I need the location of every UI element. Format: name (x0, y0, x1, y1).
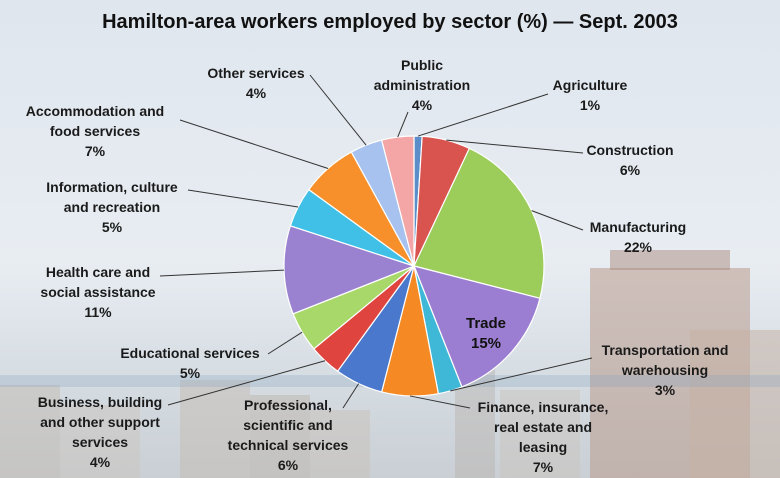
leader-line (159, 269, 285, 277)
slice-name-label: Information, culture (46, 179, 178, 195)
slice-value-label: 5% (180, 365, 201, 381)
slice-value-label: 6% (278, 457, 299, 473)
slice-name-label: Agriculture (553, 77, 628, 93)
slice-name-label: food services (50, 123, 140, 139)
slice-label: Transportation and warehousing 3% (602, 342, 729, 398)
slice-value-label: 7% (533, 459, 554, 475)
slice-name-label: Accommodation and (26, 103, 164, 119)
leader-line (450, 357, 593, 392)
slice-label: Educational services 5% (120, 345, 260, 381)
leader-line (309, 74, 367, 146)
slice-value-label: 1% (580, 97, 601, 113)
leader-line (397, 111, 409, 138)
slice-value-label: 4% (412, 97, 433, 113)
slice-name-label: Professional, (244, 397, 332, 413)
slice-label: Construction 6% (586, 142, 673, 178)
slice-name-label: services (72, 434, 128, 450)
leader-line (167, 360, 326, 406)
pie-slice (413, 265, 541, 388)
slice-label: Accommodation and food services 7% (26, 103, 164, 159)
slice-name-label: real estate and (494, 419, 592, 435)
slice-label: Trade 15% (466, 315, 506, 352)
leader-line (446, 139, 584, 154)
slice-label: Agriculture 1% (553, 77, 628, 113)
leader-line (179, 119, 329, 169)
slice-name-label: Transportation and (602, 342, 729, 358)
slice-labels: Agriculture 1% Construction 6% Manufacturing… (26, 57, 729, 475)
slice-name-label: and other support (40, 414, 160, 430)
pie-slice (413, 147, 545, 300)
slice-name-label: Trade (466, 315, 506, 332)
leader-line (342, 383, 360, 409)
slice-name-label: Educational services (120, 345, 260, 361)
leader-lines (159, 74, 593, 409)
slice-value-label: 3% (655, 382, 676, 398)
slice-name-label: Public (401, 57, 443, 73)
slice-name-label: scientific and (243, 417, 332, 433)
slice-name-label: administration (374, 77, 470, 93)
slice-name-label: social assistance (40, 284, 155, 300)
slice-label: Finance, insurance, real estate and leasin… (478, 399, 609, 475)
slice-name-label: technical services (228, 437, 349, 453)
pie-slices (283, 135, 545, 397)
chart-title: Hamilton-area workers employed by sector… (102, 11, 678, 33)
slice-name-label: leasing (519, 439, 567, 455)
leader-line (187, 189, 299, 208)
slice-label: Professional, scientific and technical ser… (228, 397, 349, 473)
slice-name-label: and recreation (64, 199, 160, 215)
slice-value-label: 4% (90, 454, 111, 470)
slice-label: Public administration 4% (374, 57, 470, 113)
slice-name-label: Health care and (46, 264, 150, 280)
pie-slice (283, 225, 416, 315)
slice-value-label: 5% (102, 219, 123, 235)
slice-name-label: Finance, insurance, (478, 399, 609, 415)
slice-label: Other services 4% (207, 65, 304, 101)
leader-line (417, 93, 549, 137)
slice-value-label: 6% (620, 162, 641, 178)
slice-name-label: Business, building (38, 394, 162, 410)
slice-name-label: warehousing (621, 362, 708, 378)
slice-label: Manufacturing 22% (590, 219, 686, 255)
slice-value-label: 11% (84, 304, 112, 320)
slice-label: Health care and social assistance 11% (40, 264, 155, 320)
slice-value-label: 22% (624, 239, 653, 255)
slice-name-label: Manufacturing (590, 219, 686, 235)
slice-value-label: 7% (85, 143, 106, 159)
slice-name-label: Construction (586, 142, 673, 158)
leader-line (267, 331, 303, 355)
leader-line (531, 210, 584, 231)
slice-value-label: 4% (246, 85, 267, 101)
leader-line (409, 395, 471, 409)
slice-value-label: 15% (471, 335, 501, 352)
slice-name-label: Other services (207, 65, 304, 81)
slice-label: Information, culture and recreation 5% (46, 179, 178, 235)
slice-label: Business, building and other support servi… (38, 394, 162, 470)
